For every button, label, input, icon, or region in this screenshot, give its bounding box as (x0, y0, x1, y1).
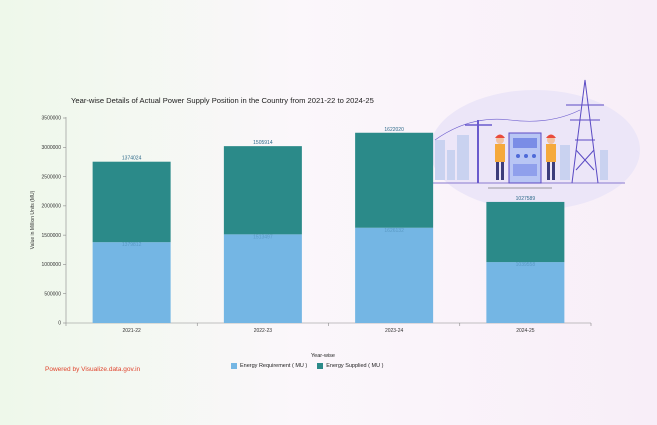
legend-swatch-energy-supplied (317, 363, 324, 369)
transmission-tower-icon (566, 79, 604, 184)
bars-group: 1379812 1374024 1513497 1505914 1626132 16220… (92, 127, 565, 323)
legend-item-energy-supplied[interactable]: Energy Supplied ( MU ) (317, 363, 383, 369)
worker-left-icon (495, 134, 505, 180)
data-label: 1027589 (516, 196, 536, 202)
x-tick-label: 2021-22 (122, 328, 141, 334)
legend-title: Year-wise (311, 353, 335, 359)
chart-title: Year-wise Details of Actual Power Supply… (71, 96, 374, 105)
y-tick-label: 2500000 (42, 174, 62, 180)
bar-energy-supplied[interactable] (486, 201, 565, 263)
legend-item-energy-requirement[interactable]: Energy Requirement ( MU ) (231, 363, 307, 369)
y-tick-label: 3500000 (42, 116, 62, 122)
powered-by-link[interactable]: Powered by Visualize.data.gov.in (45, 366, 141, 373)
y-tick-label: 0 (58, 321, 61, 327)
legend-swatch-energy-requirement (231, 363, 237, 369)
data-label: 1374024 (122, 156, 142, 162)
bar-energy-requirement[interactable] (355, 227, 434, 323)
x-tick-label: 2022-23 (254, 328, 273, 334)
data-label: 1379812 (122, 242, 142, 248)
y-tick-label: 3000000 (42, 145, 62, 151)
legend-label: Energy Supplied ( MU ) (326, 363, 384, 369)
data-label: 1039558 (516, 262, 536, 268)
worker-right-icon (546, 134, 556, 180)
bar-energy-requirement[interactable] (92, 242, 171, 323)
data-label: 1513497 (253, 234, 273, 240)
x-tick-label: 2023-24 (385, 328, 404, 334)
data-label: 1626132 (384, 228, 404, 234)
bar-energy-supplied[interactable] (355, 132, 434, 228)
x-axis: 2021-22 2022-23 2023-24 2024-25 (65, 322, 592, 334)
y-tick-label: 1000000 (42, 262, 62, 268)
y-tick-label: 2000000 (42, 204, 62, 210)
data-label: 1622020 (384, 127, 404, 133)
y-tick-label: 1500000 (42, 233, 62, 239)
data-label: 1505914 (253, 140, 273, 146)
legend-label: Energy Requirement ( MU ) (240, 363, 308, 369)
y-tick-label: 500000 (44, 291, 61, 297)
power-grid-illustration (430, 79, 640, 210)
y-axis-label: Value in Million Units (MU) (30, 190, 36, 249)
bar-energy-supplied[interactable] (92, 161, 171, 243)
bar-energy-supplied[interactable] (223, 146, 302, 235)
y-axis: 0 500000 1000000 1500000 2000000 2500000 30000… (42, 116, 67, 327)
bar-energy-requirement[interactable] (486, 262, 565, 323)
legend: Energy Requirement ( MU ) Energy Supplie… (231, 363, 383, 369)
bar-energy-requirement[interactable] (223, 234, 302, 323)
x-tick-label: 2024-25 (516, 328, 535, 334)
